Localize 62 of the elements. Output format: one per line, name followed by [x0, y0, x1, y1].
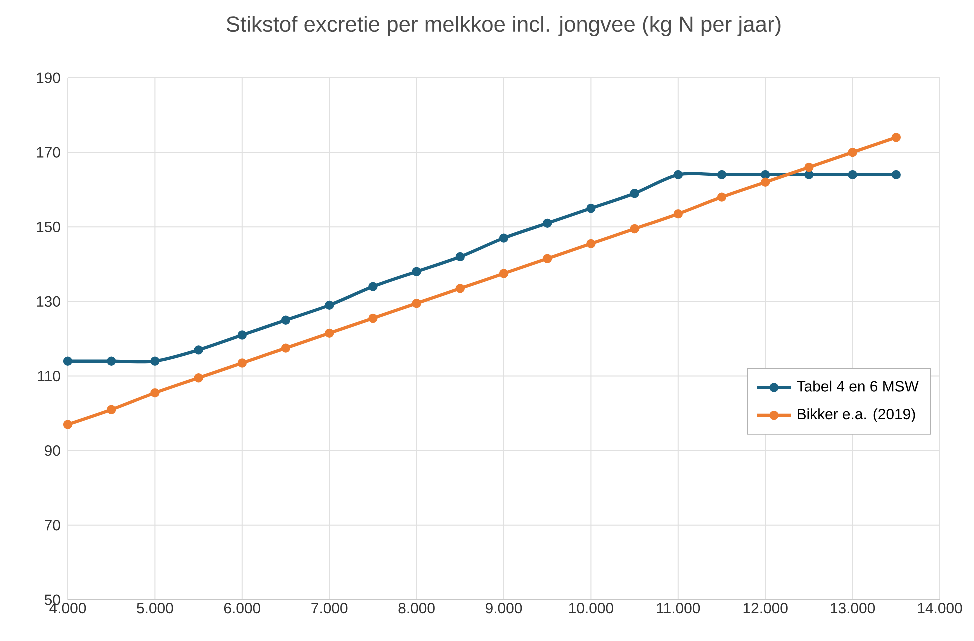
point: [63, 420, 73, 430]
point: [325, 328, 334, 338]
point: [717, 170, 727, 180]
point: [674, 170, 683, 180]
y-tick-label: 90: [45, 446, 60, 456]
point: [150, 356, 160, 366]
y-tick-label: 70: [45, 520, 60, 531]
point: [804, 170, 814, 180]
point: [456, 284, 465, 294]
point: [412, 298, 422, 308]
x-tick-label: 12.000: [744, 603, 788, 614]
legend-label: Tabel 4 en 6 MSW: [797, 380, 919, 392]
x-tick-label: 7.000: [312, 603, 348, 614]
point: [238, 330, 247, 340]
point: [325, 300, 334, 310]
point: [848, 170, 858, 180]
point: [761, 178, 770, 187]
point: [456, 252, 465, 262]
point: [586, 239, 596, 248]
point: [281, 316, 291, 325]
x-tick-label: 14.000: [918, 603, 962, 614]
point: [499, 269, 509, 278]
point: [892, 170, 901, 180]
point: [63, 356, 73, 366]
point: [107, 405, 116, 414]
x-tick-label: 9.000: [486, 603, 522, 614]
y-tick-label: 50: [44, 594, 60, 606]
y-tick-label: 190: [37, 72, 60, 84]
point: [499, 234, 509, 243]
x-tick-label: 13.000: [831, 603, 876, 614]
point: [281, 344, 291, 353]
point: [543, 254, 552, 264]
point: [804, 162, 814, 172]
x-tick-label: 8.000: [398, 603, 435, 614]
y-tick-label: 170: [37, 147, 60, 158]
point: [150, 388, 160, 398]
point: [368, 314, 378, 324]
point: [194, 374, 204, 383]
point: [630, 188, 640, 198]
point: [238, 358, 247, 368]
x-tick-label: 5.000: [137, 603, 174, 614]
point: [586, 204, 596, 214]
x-tick-label: 4.000: [50, 603, 86, 614]
point: [194, 346, 204, 355]
chart-title: Stikstof excretie per melkkoe incl. jongvee (kg N per jaar): [226, 16, 781, 36]
y-tick-label: 130: [37, 296, 60, 308]
point: [368, 282, 378, 292]
x-tick-label: 10.000: [569, 603, 614, 614]
y-tick-label: 110: [38, 370, 60, 382]
x-tick-label: 11.000: [657, 603, 700, 614]
point: [674, 210, 683, 219]
point: [107, 356, 116, 366]
x-tick-label: 6.000: [224, 603, 261, 614]
legend-label: Bikker e.a. (2019): [798, 408, 916, 423]
point: [717, 192, 727, 202]
point: [761, 170, 770, 180]
point: [543, 218, 552, 228]
point: [412, 267, 422, 276]
y-tick-label: 150: [37, 222, 60, 232]
point: [848, 148, 858, 158]
point: [892, 133, 901, 142]
point: [630, 224, 640, 234]
